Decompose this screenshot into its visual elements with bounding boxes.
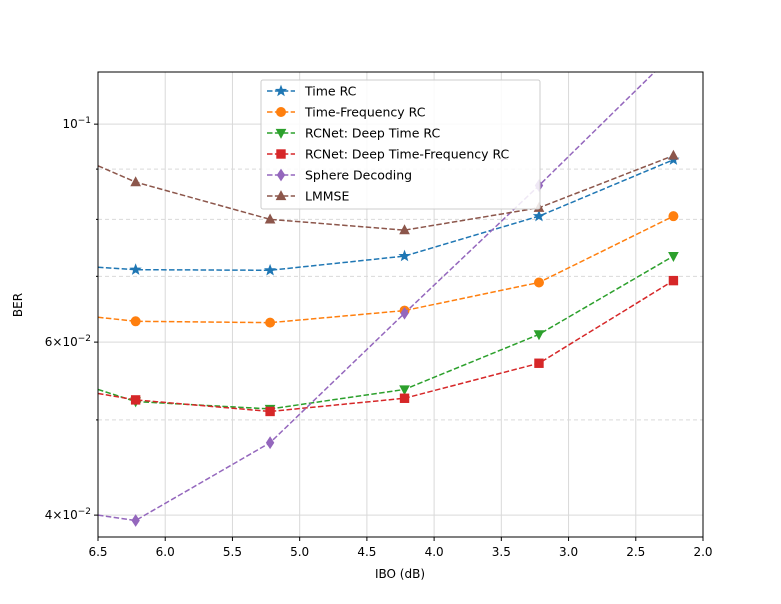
legend-label-time-frequency-rc: Time-Frequency RC: [304, 105, 426, 120]
series-line-time-rc: [98, 159, 674, 272]
legend: Time RC Time-Frequency RC RCNet: Deep Time…: [260, 79, 541, 210]
legend-label-rcnet-deep-time-rc: RCNet: Deep Time RC: [305, 126, 440, 141]
x-tick-label: 6.0: [156, 545, 175, 559]
x-tick-label: 5.0: [290, 545, 309, 559]
x-axis-label: IBO (dB): [375, 567, 425, 581]
data-point-time-frequency-rc: [265, 317, 276, 328]
data-point-time-rc: [129, 263, 142, 275]
data-point-lmmse: [264, 213, 276, 224]
x-tick-label: 6.5: [88, 545, 107, 559]
data-point-sphere-decoding: [670, 48, 677, 59]
data-point-lmmse: [399, 224, 410, 235]
data-point-time-rc: [398, 249, 411, 262]
legend-frame: [260, 79, 541, 210]
data-point-rcnet-deep-time-frequency-rc: [130, 395, 141, 405]
data-point-lmmse: [668, 149, 679, 160]
data-point-time-frequency-rc: [668, 211, 679, 222]
data-point-sphere-decoding: [400, 306, 409, 320]
series-line-time-frequency-rc: [98, 215, 674, 324]
data-point-sphere-decoding: [265, 436, 275, 450]
legend-label-sphere-decoding: Sphere Decoding: [305, 168, 412, 183]
data-point-sphere-decoding: [131, 514, 140, 527]
data-point-rcnet-deep-time-frequency-rc: [265, 406, 275, 417]
data-point-rcnet-deep-time-frequency-rc: [534, 358, 544, 368]
data-point-rcnet-deep-time-rc: [399, 385, 410, 396]
data-point-lmmse: [130, 176, 141, 187]
x-tick-label: 4.5: [357, 545, 376, 559]
data-point-time-rc: [532, 209, 546, 222]
data-point-rcnet-deep-time-rc: [668, 251, 679, 262]
x-tick-label: 5.5: [223, 545, 242, 559]
axis-ticks: 6.5 6.0 5.5 5.0 4.5 4.0 3.5 3.0 2.5 2.0 4×10−2 6×10…: [45, 116, 713, 559]
data-point-rcnet-deep-time-frequency-rc: [399, 393, 410, 403]
data-point-time-frequency-rc: [130, 316, 141, 327]
series-line-sphere-decoding: [98, 72, 656, 522]
x-tick-label: 2.5: [626, 545, 645, 559]
x-tick-label: 2.0: [693, 545, 712, 559]
x-tick-label: 4.0: [425, 545, 444, 559]
legend-marker-rcnet-deep-time-rc: [275, 128, 287, 139]
axes-frame: [97, 71, 704, 538]
series-line-rcnet-deep-time-rc: [98, 255, 674, 410]
series-line-rcnet-deep-time-frequency-rc: [98, 279, 674, 413]
legend-label-lmmse: LMMSE: [305, 189, 349, 204]
legend-marker-time-rc: [274, 84, 288, 97]
legend-label-rcnet-deep-time-frequency-rc: RCNet: Deep Time-Frequency RC: [305, 147, 510, 162]
data-point-rcnet-deep-time-frequency-rc: [668, 275, 679, 286]
series-line-lmmse: [98, 154, 674, 231]
y-axis-label: BER: [11, 293, 25, 317]
legend-marker-rcnet-deep-time-frequency-rc: [276, 149, 286, 159]
data-point-rcnet-deep-time-rc: [533, 330, 545, 341]
legend-marker-lmmse: [275, 190, 287, 201]
y-tick-label: 10−1: [62, 116, 91, 131]
data-point-time-rc: [263, 263, 277, 276]
x-tick-label: 3.5: [492, 545, 511, 559]
x-tick-label: 3.0: [559, 545, 578, 559]
y-tick-label: 4×10−2: [45, 507, 91, 522]
legend-marker-time-frequency-rc: [276, 107, 286, 117]
plot-series: [98, 48, 680, 527]
y-tick-label: 6×10−2: [45, 334, 91, 349]
data-point-time-frequency-rc: [533, 277, 544, 288]
legend-label-time-rc: Time RC: [304, 84, 357, 99]
legend-marker-sphere-decoding: [276, 168, 286, 182]
